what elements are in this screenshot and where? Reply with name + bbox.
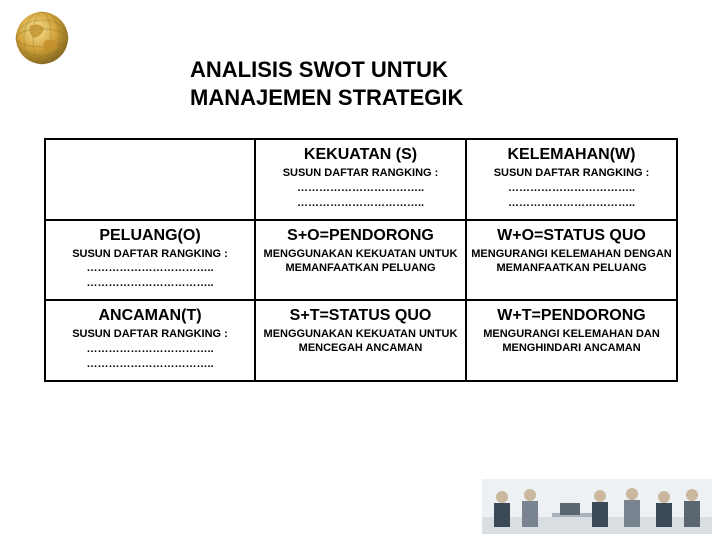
globe-logo <box>12 8 72 68</box>
title-line-1: ANALISIS SWOT UNTUK <box>190 56 610 84</box>
cell-heading: S+T=STATUS QUO <box>260 307 461 325</box>
cell-subtext: SUSUN DAFTAR RANGKING : …………………………….. ……… <box>50 327 250 372</box>
cell-heading: KEKUATAN (S) <box>260 146 461 164</box>
table-row: PELUANG(O) SUSUN DAFTAR RANGKING : ……………… <box>45 220 677 301</box>
cell-opportunities: PELUANG(O) SUSUN DAFTAR RANGKING : ……………… <box>45 220 255 301</box>
cell-subtext: SUSUN DAFTAR RANGKING : …………………………….. ……… <box>471 166 672 211</box>
cell-wo: W+O=STATUS QUO MENGURANGI KELEMAHAN DENG… <box>466 220 677 301</box>
cell-subtext: SUSUN DAFTAR RANGKING : …………………………….. ……… <box>50 247 250 292</box>
cell-st: S+T=STATUS QUO MENGGUNAKAN KEKUATAN UNTU… <box>255 300 466 381</box>
title-line-2: MANAJEMEN STRATEGIK <box>190 84 610 112</box>
swot-table: KEKUATAN (S) SUSUN DAFTAR RANGKING : ………… <box>44 138 678 382</box>
cell-subtext: SUSUN DAFTAR RANGKING : …………………………….. ……… <box>260 166 461 211</box>
cell-body: MENGGUNAKAN KEKUATAN UNTUK MEMANFAATKAN … <box>260 247 461 276</box>
cell-body: MENGURANGI KELEMAHAN DAN MENGHINDARI ANC… <box>471 327 672 356</box>
cell-body: MENGURANGI KELEMAHAN DENGAN MEMANFAATKAN… <box>471 247 672 276</box>
cell-heading: S+O=PENDORONG <box>260 227 461 245</box>
page-title: ANALISIS SWOT UNTUK MANAJEMEN STRATEGIK <box>190 56 610 111</box>
cell-heading: PELUANG(O) <box>50 227 250 245</box>
cell-strengths: KEKUATAN (S) SUSUN DAFTAR RANGKING : ………… <box>255 139 466 220</box>
table-row: ANCAMAN(T) SUSUN DAFTAR RANGKING : ……………… <box>45 300 677 381</box>
cell-weaknesses: KELEMAHAN(W) SUSUN DAFTAR RANGKING : ………… <box>466 139 677 220</box>
cell-threats: ANCAMAN(T) SUSUN DAFTAR RANGKING : ……………… <box>45 300 255 381</box>
cell-body: MENGGUNAKAN KEKUATAN UNTUK MENCEGAH ANCA… <box>260 327 461 356</box>
cell-blank <box>45 139 255 220</box>
cell-wt: W+T=PENDORONG MENGURANGI KELEMAHAN DAN M… <box>466 300 677 381</box>
cell-heading: W+T=PENDORONG <box>471 307 672 325</box>
table-row: KEKUATAN (S) SUSUN DAFTAR RANGKING : ………… <box>45 139 677 220</box>
footer-people-graphic <box>482 479 712 534</box>
cell-heading: ANCAMAN(T) <box>50 307 250 325</box>
cell-heading: W+O=STATUS QUO <box>471 227 672 245</box>
cell-so: S+O=PENDORONG MENGGUNAKAN KEKUATAN UNTUK… <box>255 220 466 301</box>
cell-heading: KELEMAHAN(W) <box>471 146 672 164</box>
